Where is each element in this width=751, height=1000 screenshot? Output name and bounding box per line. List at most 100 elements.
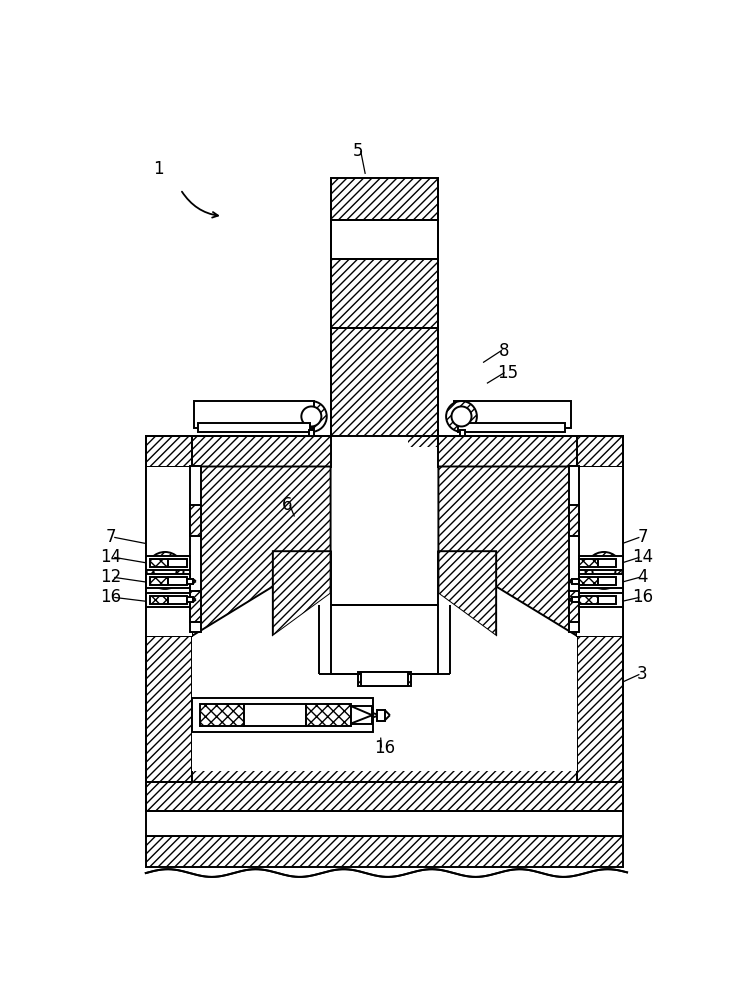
- Bar: [192, 436, 408, 466]
- Bar: [579, 577, 598, 585]
- Bar: [191, 505, 201, 536]
- Bar: [361, 672, 408, 686]
- Bar: [149, 559, 168, 567]
- Polygon shape: [577, 466, 623, 636]
- Bar: [457, 423, 566, 432]
- Bar: [578, 593, 623, 607]
- Bar: [192, 698, 373, 732]
- Circle shape: [153, 559, 176, 582]
- Bar: [330, 259, 439, 328]
- Bar: [244, 704, 306, 726]
- Bar: [146, 436, 623, 782]
- Bar: [146, 466, 192, 636]
- Text: 14: 14: [632, 548, 653, 566]
- Bar: [146, 436, 623, 466]
- Bar: [306, 704, 351, 726]
- Bar: [357, 672, 412, 686]
- Bar: [577, 466, 623, 636]
- Bar: [149, 577, 168, 585]
- Bar: [330, 178, 439, 220]
- Circle shape: [451, 406, 472, 426]
- Bar: [598, 596, 617, 604]
- Bar: [191, 466, 201, 632]
- Circle shape: [301, 406, 321, 426]
- Bar: [191, 591, 201, 622]
- Bar: [146, 466, 192, 636]
- Bar: [146, 436, 192, 782]
- Bar: [579, 596, 598, 604]
- Bar: [200, 704, 244, 726]
- Bar: [195, 401, 314, 428]
- Text: 16: 16: [101, 588, 122, 606]
- Bar: [146, 436, 623, 466]
- Polygon shape: [385, 551, 496, 740]
- Bar: [598, 559, 617, 567]
- Bar: [168, 559, 186, 567]
- Text: 3: 3: [637, 665, 648, 683]
- Text: 8: 8: [499, 342, 509, 360]
- Bar: [577, 466, 623, 636]
- Text: 6: 6: [282, 496, 292, 514]
- Bar: [357, 672, 412, 686]
- Bar: [598, 577, 617, 585]
- Text: 4: 4: [637, 568, 647, 586]
- Bar: [569, 591, 579, 622]
- Bar: [306, 704, 351, 726]
- Bar: [146, 593, 191, 607]
- Bar: [569, 591, 579, 622]
- Polygon shape: [330, 605, 439, 674]
- Bar: [579, 596, 598, 604]
- Bar: [579, 559, 598, 567]
- Bar: [578, 556, 623, 570]
- Bar: [149, 596, 168, 604]
- Bar: [146, 436, 192, 782]
- Bar: [330, 220, 439, 259]
- Polygon shape: [273, 551, 330, 636]
- Bar: [578, 574, 623, 588]
- Bar: [146, 556, 191, 570]
- Bar: [191, 591, 201, 622]
- Bar: [146, 836, 623, 867]
- Bar: [146, 782, 623, 811]
- Polygon shape: [273, 551, 385, 740]
- Bar: [439, 436, 577, 466]
- Text: 12: 12: [101, 568, 122, 586]
- Bar: [192, 740, 577, 782]
- Bar: [569, 466, 579, 632]
- Polygon shape: [192, 436, 330, 466]
- Text: 7: 7: [106, 528, 116, 546]
- Circle shape: [446, 401, 477, 432]
- Polygon shape: [439, 466, 577, 636]
- Polygon shape: [192, 466, 330, 636]
- Text: 16: 16: [632, 588, 653, 606]
- Circle shape: [586, 552, 623, 589]
- Bar: [577, 436, 623, 782]
- Bar: [569, 505, 579, 536]
- Text: 14: 14: [101, 548, 122, 566]
- Circle shape: [296, 401, 327, 432]
- Bar: [569, 505, 579, 536]
- Bar: [198, 423, 310, 432]
- Bar: [572, 579, 578, 584]
- Bar: [579, 577, 598, 585]
- Bar: [460, 430, 465, 436]
- Bar: [572, 597, 578, 602]
- Bar: [146, 574, 191, 588]
- Bar: [168, 596, 186, 604]
- Text: 7: 7: [637, 528, 647, 546]
- Bar: [191, 505, 201, 536]
- Bar: [146, 466, 192, 636]
- Text: 16: 16: [374, 739, 395, 757]
- Bar: [146, 466, 192, 636]
- Bar: [577, 466, 623, 636]
- Circle shape: [146, 552, 183, 589]
- Bar: [330, 605, 439, 674]
- Bar: [146, 782, 623, 811]
- Bar: [186, 579, 193, 584]
- Bar: [330, 259, 439, 328]
- Bar: [146, 436, 623, 782]
- Bar: [146, 836, 623, 867]
- Bar: [168, 577, 186, 585]
- Bar: [577, 436, 623, 782]
- Bar: [330, 328, 439, 436]
